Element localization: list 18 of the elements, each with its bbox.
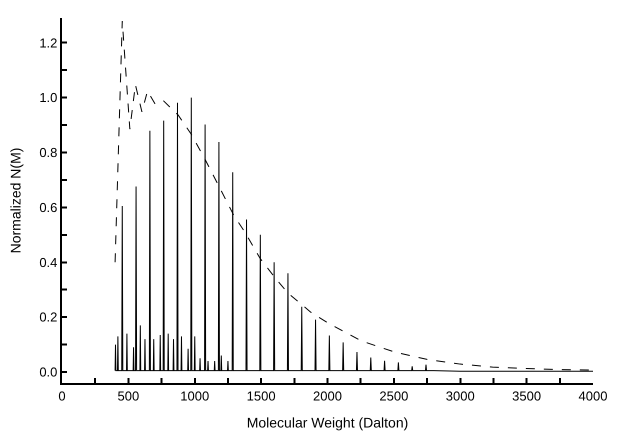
x-tick-label: 3500 <box>512 388 542 404</box>
y-tick-label: 0.4 <box>39 254 58 270</box>
y-tick-label: 0.0 <box>39 364 58 380</box>
x-tick-label: 0 <box>58 388 66 404</box>
x-tick-label: 2500 <box>379 388 408 404</box>
y-tick-label: 1.2 <box>39 35 58 50</box>
x-tick-label: 1500 <box>246 388 276 404</box>
y-axis-title: Normalized N(M) <box>7 148 24 254</box>
x-tick-label: 2000 <box>313 388 342 404</box>
x-tick-label: 4000 <box>578 388 608 404</box>
x-tick-label: 1000 <box>180 388 210 404</box>
x-tick-label: 3000 <box>446 388 475 404</box>
y-tick-label: 1.0 <box>39 90 58 106</box>
x-tick-label: 500 <box>118 388 140 404</box>
x-axis-title: Molecular Weight (Dalton) <box>246 414 408 430</box>
y-tick-label: 0.2 <box>39 310 58 325</box>
y-tick-label: 0.8 <box>39 145 58 160</box>
y-tick-label: 0.6 <box>39 200 58 215</box>
